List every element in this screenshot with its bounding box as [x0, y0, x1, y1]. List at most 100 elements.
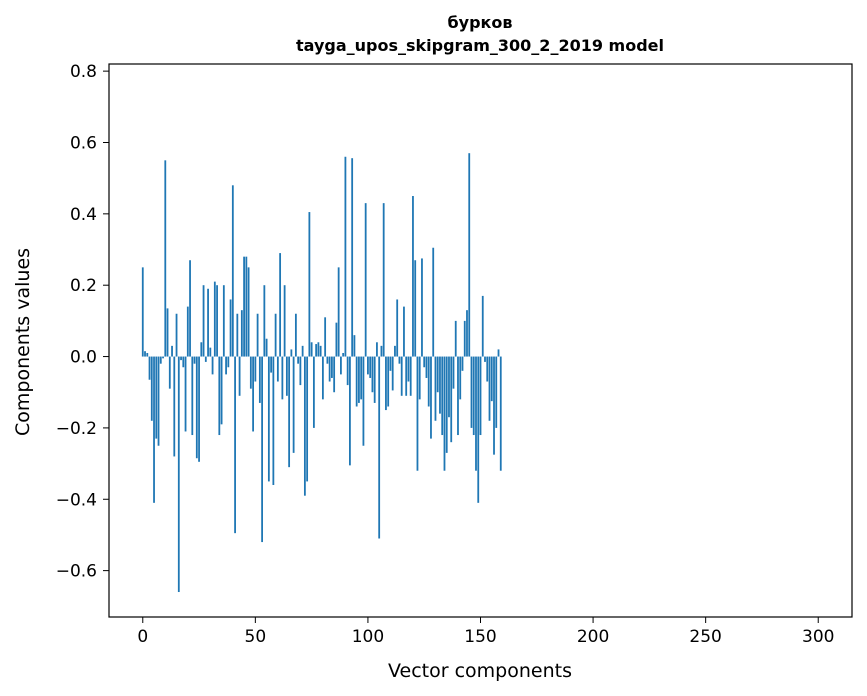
bar-91 [346, 356, 349, 386]
bar-112 [394, 345, 396, 357]
y-tick-label: 0.6 [70, 133, 97, 153]
bar-55 [265, 338, 268, 357]
bar-159 [499, 356, 502, 471]
bar-22 [191, 356, 194, 436]
bar-72 [303, 356, 306, 496]
bar-141 [459, 356, 462, 400]
bar-48 [249, 356, 252, 389]
bar-123 [418, 356, 421, 400]
bar-158 [497, 349, 500, 357]
bar-105 [378, 356, 381, 539]
bar-34 [218, 356, 221, 436]
bar-6 [155, 356, 158, 439]
bar-85 [333, 356, 336, 393]
bar-52 [258, 356, 261, 403]
bar-24 [195, 356, 198, 459]
bar-59 [274, 313, 277, 357]
bar-97 [360, 356, 363, 400]
bar-145 [468, 153, 471, 357]
bar-16 [177, 356, 180, 593]
bar-144 [466, 310, 468, 357]
y-axis-label: Components values [12, 248, 34, 436]
bar-102 [371, 356, 374, 393]
bar-17 [180, 356, 182, 361]
bar-29 [207, 288, 209, 357]
bar-9 [162, 356, 164, 359]
bar-37 [225, 356, 227, 375]
bar-113 [396, 299, 399, 357]
x-axis-label: Vector components [388, 660, 572, 682]
y-tick-label: 0.4 [70, 205, 97, 225]
bar-118 [407, 356, 410, 382]
bar-40 [231, 185, 234, 357]
bar-108 [385, 356, 387, 411]
bar-87 [337, 267, 340, 357]
bar-66 [290, 349, 293, 357]
x-tick-label: 300 [802, 627, 834, 647]
bar-18 [182, 356, 185, 368]
bar-7 [157, 356, 160, 446]
bar-147 [472, 356, 475, 436]
bar-154 [488, 356, 491, 421]
bar-155 [490, 356, 493, 402]
bar-129 [432, 247, 435, 357]
bar-92 [349, 356, 351, 466]
bar-134 [443, 356, 446, 471]
bar-65 [288, 356, 291, 468]
bar-53 [261, 356, 263, 543]
bar-45 [243, 256, 245, 357]
bar-146 [470, 356, 473, 428]
y-tick-label: −0.4 [56, 490, 97, 510]
bar-137 [450, 356, 453, 443]
bar-62 [281, 356, 284, 400]
bar-68 [294, 313, 297, 357]
bar-88 [340, 356, 342, 375]
bar-70 [299, 356, 302, 386]
bar-95 [355, 356, 358, 407]
bar-50 [254, 356, 257, 382]
bar-12 [168, 356, 171, 389]
bar-23 [193, 356, 196, 364]
bar-10 [164, 160, 167, 357]
plot-frame [108, 63, 853, 618]
bar-19 [184, 356, 187, 432]
bar-148 [475, 356, 477, 471]
bar-135 [445, 356, 448, 453]
x-tick-label: 200 [577, 627, 609, 647]
bar-128 [430, 356, 432, 439]
bar-156 [493, 356, 495, 455]
y-tick-label: 0.2 [70, 276, 97, 296]
bar-81 [324, 317, 327, 357]
bar-36 [222, 285, 225, 357]
bar-8 [159, 356, 162, 364]
bar-42 [236, 313, 239, 357]
bar-77 [315, 344, 318, 357]
bar-151 [481, 295, 484, 357]
bar-76 [312, 356, 315, 428]
bar-96 [358, 356, 360, 403]
bar-49 [252, 356, 254, 432]
bar-14 [173, 356, 176, 457]
bar-67 [292, 356, 295, 453]
bar-125 [423, 356, 426, 368]
bar-32 [213, 281, 216, 357]
bar-139 [454, 320, 457, 357]
bar-20 [186, 306, 189, 357]
x-tick-label: 250 [689, 627, 721, 647]
bar-120 [412, 196, 414, 357]
bar-51 [256, 313, 259, 357]
bar-107 [382, 203, 385, 357]
bar-64 [285, 356, 288, 396]
y-axis-ticks: 0.8 0.6 0.4 0.2 0.0 −0.2 −0.4 −0.6 [56, 62, 109, 582]
bar-140 [457, 356, 459, 436]
x-tick-label: 50 [245, 627, 267, 647]
bar-39 [229, 299, 232, 357]
bar-15 [175, 313, 178, 357]
bar-106 [380, 345, 383, 357]
bar-90 [344, 156, 347, 357]
bar-26 [200, 342, 203, 357]
bar-101 [369, 356, 372, 378]
bar-80 [321, 356, 324, 400]
y-tick-label: 0.8 [70, 62, 97, 82]
